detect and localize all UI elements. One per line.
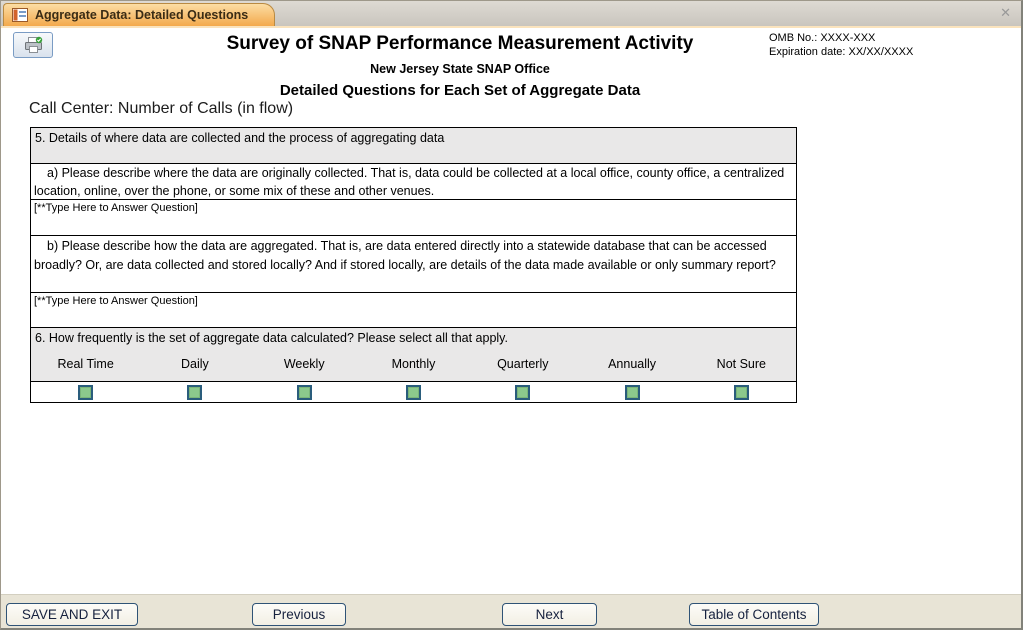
- omb-number: OMB No.: XXXX-XXX: [769, 32, 876, 44]
- question-6-text: 6. How frequently is the set of aggregat…: [35, 331, 508, 345]
- print-button[interactable]: [13, 32, 53, 58]
- expiration-date: Expiration date: XX/XX/XXXX: [769, 46, 914, 58]
- question-5a-answer-field[interactable]: [**Type Here to Answer Question]: [31, 200, 796, 236]
- checkbox-annually[interactable]: [624, 384, 640, 400]
- checkbox-weekly[interactable]: [296, 384, 312, 400]
- footer-bar: SAVE AND EXIT Previous Next Table of Con…: [1, 594, 1021, 628]
- option-label-monthly: Monthly: [391, 357, 436, 371]
- option-label-not-sure: Not Sure: [716, 357, 767, 371]
- close-icon[interactable]: ✕: [1000, 5, 1011, 20]
- table-of-contents-button[interactable]: Table of Contents: [689, 603, 819, 626]
- form-icon: [12, 8, 28, 22]
- checkbox-daily[interactable]: [187, 384, 203, 400]
- option-label-daily: Daily: [181, 357, 209, 371]
- question-5-header: 5. Details of where data are collected a…: [31, 128, 796, 164]
- questions-table: 5. Details of where data are collected a…: [30, 127, 797, 403]
- header-block: Survey of SNAP Performance Measurement A…: [1, 28, 919, 99]
- omb-block: OMB No.: XXXX-XXX Expiration date: XX/XX…: [769, 31, 913, 59]
- next-button[interactable]: Next: [502, 603, 597, 626]
- form-subtitle: New Jersey State SNAP Office: [370, 62, 550, 76]
- tab-label: Aggregate Data: Detailed Questions: [35, 8, 249, 22]
- checkbox-fill: [626, 386, 638, 398]
- checkbox-not-sure[interactable]: [733, 384, 749, 400]
- tab-bar: Aggregate Data: Detailed Questions ✕: [1, 1, 1021, 26]
- form-content: Survey of SNAP Performance Measurement A…: [1, 28, 1021, 594]
- previous-button[interactable]: Previous: [252, 603, 346, 626]
- checkbox-real-time[interactable]: [78, 384, 94, 400]
- tab-underline: [1, 26, 1021, 28]
- form-title: Survey of SNAP Performance Measurement A…: [226, 33, 694, 54]
- checkbox-fill: [189, 386, 201, 398]
- frequency-option-labels: Real Time Daily Weekly Monthly Quarterly…: [31, 357, 796, 371]
- checkbox-fill: [407, 386, 419, 398]
- option-label-quarterly: Quarterly: [497, 357, 549, 371]
- checkbox-fill: [80, 386, 92, 398]
- page-heading: Detailed Questions for Each Set of Aggre…: [279, 82, 641, 99]
- question-5b-text: b) Please describe how the data are aggr…: [31, 236, 796, 293]
- option-label-real-time: Real Time: [57, 357, 114, 371]
- checkbox-fill: [735, 386, 747, 398]
- question-5b-answer-field[interactable]: [**Type Here to Answer Question]: [31, 293, 796, 328]
- save-and-exit-button[interactable]: SAVE AND EXIT: [6, 603, 138, 626]
- question-5a-text: a) Please describe where the data are or…: [31, 164, 796, 200]
- print-icon: [23, 36, 44, 55]
- section-title: Call Center: Number of Calls (in flow): [29, 100, 294, 117]
- checkbox-fill: [517, 386, 529, 398]
- checkbox-quarterly[interactable]: [515, 384, 531, 400]
- question-6-header: 6. How frequently is the set of aggregat…: [31, 328, 796, 382]
- checkbox-monthly[interactable]: [405, 384, 421, 400]
- option-label-weekly: Weekly: [283, 357, 325, 371]
- frequency-checkbox-row: [31, 382, 796, 402]
- option-label-annually: Annually: [608, 357, 657, 371]
- checkbox-fill: [298, 386, 310, 398]
- tab-aggregate-data-detailed-questions[interactable]: Aggregate Data: Detailed Questions: [3, 3, 276, 26]
